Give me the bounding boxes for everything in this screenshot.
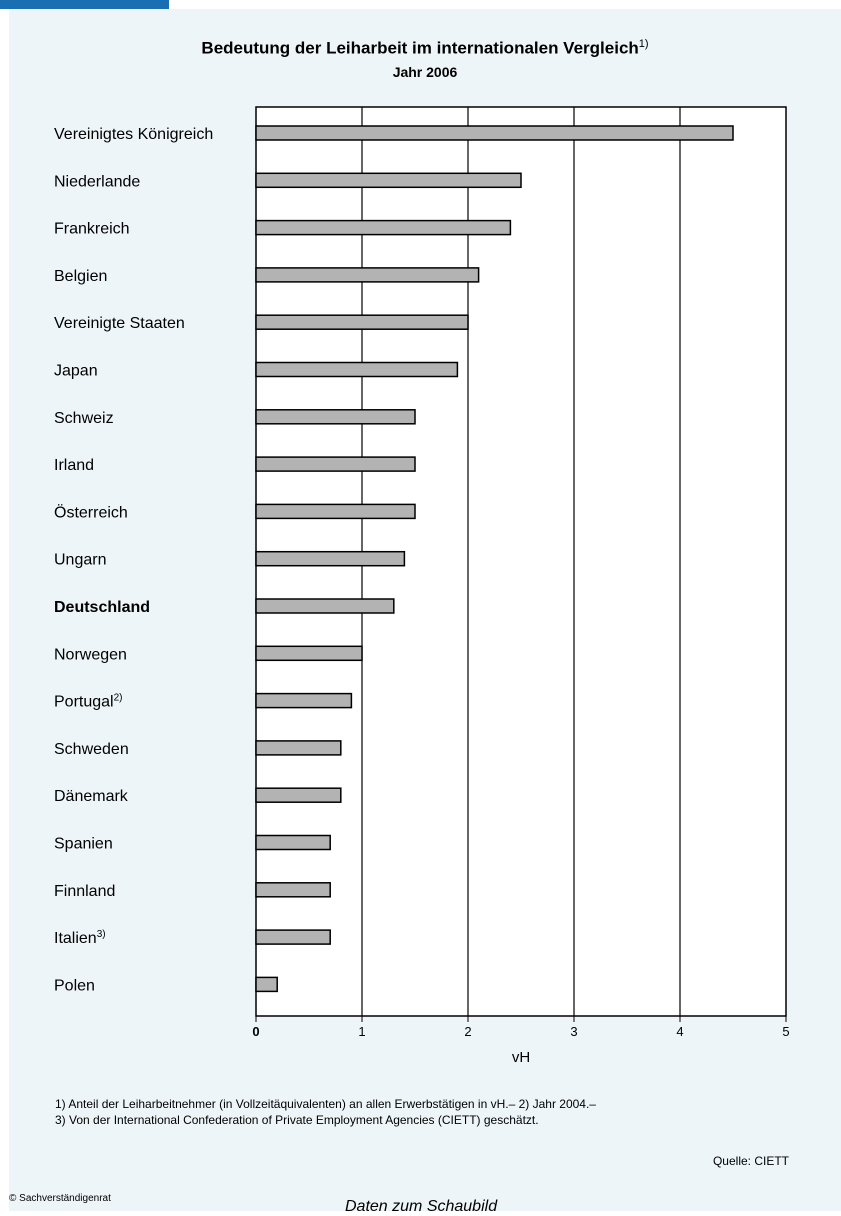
x-tick-label: 3 — [570, 1024, 577, 1039]
category-label: Schweiz — [54, 410, 114, 427]
bar — [255, 409, 416, 425]
category-label: Norwegen — [54, 646, 127, 663]
bar — [255, 314, 469, 330]
bar — [255, 219, 512, 236]
bar — [255, 503, 416, 520]
x-tick-label: 2 — [464, 1024, 471, 1039]
data-link[interactable]: Daten zum Schaubild — [345, 1198, 498, 1215]
bar — [255, 882, 331, 898]
category-label: Irland — [54, 457, 94, 474]
bar — [255, 361, 459, 378]
bar — [255, 125, 734, 141]
footnotes: 1) Anteil der Leiharbeitnehmer (in Vollz… — [55, 1096, 825, 1128]
bar — [255, 929, 331, 945]
bar-chart: 0 1 2 3 4 5 Vereinigtes Königreich Niederlande F… — [54, 106, 790, 1066]
copyright-note: © Sachverständigenrat — [9, 1193, 111, 1204]
category-label: Niederlande — [54, 173, 140, 190]
source-note: Quelle: CIETT — [712, 1154, 789, 1168]
category-label: Polen — [54, 977, 95, 994]
accent-tab — [0, 0, 169, 9]
bar — [255, 550, 406, 567]
bar — [255, 456, 416, 472]
footnote-line-1: 1) Anteil der Leiharbeitnehmer (in Vollz… — [55, 1097, 596, 1111]
category-label: Österreich — [54, 503, 128, 521]
bar — [255, 267, 480, 283]
category-label: Finnland — [54, 883, 115, 900]
chart-title: Bedeutung der Leiharbeit im internationa… — [201, 38, 649, 58]
bar — [255, 834, 331, 851]
category-label: Deutschland — [54, 599, 150, 616]
category-label: Schweden — [54, 741, 129, 758]
category-label: Italien3) — [54, 929, 106, 947]
bar — [255, 692, 353, 709]
bar — [255, 740, 342, 756]
x-tick-label: 5 — [782, 1024, 789, 1039]
category-label: Dänemark — [54, 788, 129, 805]
x-tick-label: 4 — [676, 1024, 683, 1039]
category-label: Ungarn — [54, 552, 106, 569]
category-label: Vereinigtes Königreich — [54, 126, 213, 143]
category-label: Frankreich — [54, 221, 130, 238]
bar — [255, 645, 363, 662]
bar — [255, 598, 395, 614]
x-axis-label: vH — [512, 1049, 530, 1066]
x-tick-label: 0 — [252, 1024, 259, 1039]
category-label: Vereinigte Staaten — [54, 315, 185, 332]
footnote-line-2: 3) Von der International Confederation o… — [55, 1113, 539, 1127]
category-label: Portugal2) — [54, 693, 123, 711]
category-label: Japan — [54, 363, 98, 380]
bar — [255, 787, 342, 803]
chart-subtitle: Jahr 2006 — [392, 64, 458, 80]
bar — [255, 172, 522, 189]
x-tick-label: 1 — [358, 1024, 365, 1039]
bar — [255, 976, 278, 993]
category-label: Belgien — [54, 268, 107, 285]
category-label: Spanien — [54, 836, 113, 853]
title-footnote-marker: 1) — [638, 38, 649, 50]
